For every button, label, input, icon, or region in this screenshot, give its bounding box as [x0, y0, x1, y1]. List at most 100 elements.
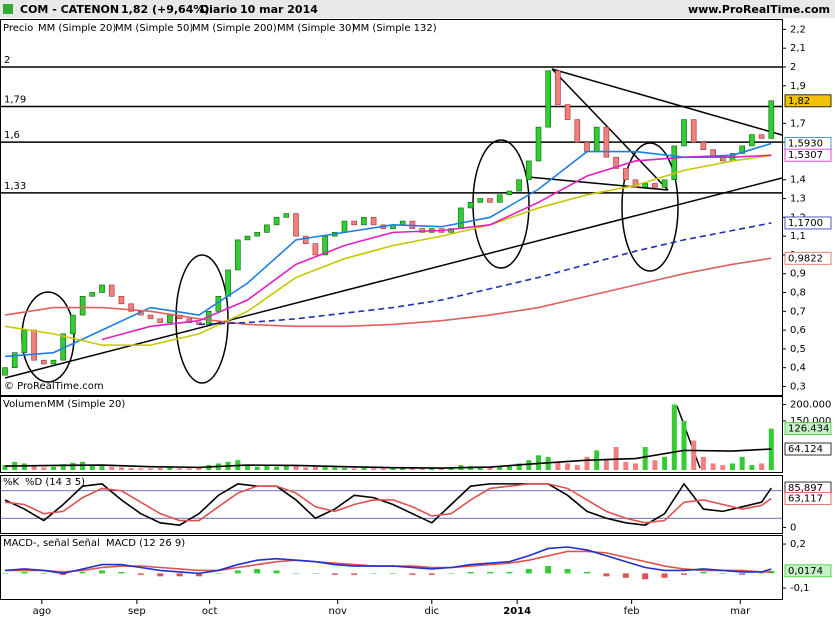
volume-bar	[264, 466, 270, 470]
volume-bar	[245, 465, 250, 470]
candle	[21, 329, 28, 353]
legend-entry: Precio	[3, 23, 33, 34]
candle	[584, 141, 590, 152]
legend-entry: MACD (12 26 9)	[106, 538, 185, 549]
volume-bar	[642, 447, 648, 470]
candle	[516, 179, 522, 192]
y-tick-label: 0	[790, 522, 796, 533]
macd-bar	[40, 573, 47, 574]
price-frame	[0, 19, 783, 396]
legend-entry: MM (Simple 20)	[38, 23, 116, 34]
volume-bar	[516, 463, 522, 470]
ellipse	[472, 139, 530, 269]
macd-bar	[21, 571, 28, 574]
candle	[661, 179, 668, 188]
value-box-label: 64.124	[788, 444, 823, 455]
candle	[642, 183, 649, 188]
candle	[108, 284, 115, 297]
y-tick-label: 2,2	[790, 24, 806, 35]
candle	[613, 156, 619, 169]
y-tick-label: 0,2	[790, 539, 806, 550]
legend-entry: MM (Simple 20)	[47, 399, 125, 410]
volume-bar	[157, 468, 163, 470]
candle	[2, 367, 8, 376]
candle	[477, 198, 484, 203]
candle	[496, 194, 503, 203]
macd-bar	[584, 571, 590, 574]
legend-entry: MM (Simple 50)	[115, 23, 193, 34]
candle	[506, 190, 513, 196]
candle	[293, 213, 299, 237]
macd-bar	[739, 573, 746, 575]
candle	[681, 119, 687, 147]
line	[101, 154, 772, 341]
macd-bar	[99, 570, 105, 574]
legend-entry: Señal	[72, 538, 100, 549]
volume-bar	[565, 463, 571, 470]
line	[4, 257, 772, 328]
candle	[244, 235, 251, 241]
volume-bar	[21, 463, 27, 470]
watermark: © ProRealTime.com	[4, 381, 104, 392]
volume-bar	[759, 463, 765, 470]
y-tick-label: 0,5	[790, 344, 806, 355]
candle	[603, 126, 610, 158]
x-tick-label: feb	[624, 606, 640, 617]
value-box-label: 63,117	[788, 493, 823, 504]
level-label: 1,33	[4, 181, 26, 192]
value-box-label: 1,5307	[788, 150, 823, 161]
macd-bar	[196, 573, 202, 577]
volume-bar	[691, 440, 697, 470]
candle	[341, 220, 348, 233]
candle	[564, 104, 571, 120]
volume-bar	[322, 466, 328, 470]
volume-bar	[477, 466, 483, 470]
candle	[50, 359, 57, 365]
legend-entry: %K	[3, 477, 20, 488]
line	[4, 483, 772, 524]
volume-bar	[293, 466, 299, 470]
y-tick-label: 150.000	[790, 416, 831, 427]
candle	[361, 217, 367, 226]
volume-bar	[138, 468, 144, 470]
candle	[749, 134, 755, 147]
y-tick-label: 200.000	[790, 400, 831, 411]
ticker: COM - CATENON	[20, 3, 119, 16]
candle	[593, 126, 600, 152]
macd-bar	[390, 573, 396, 574]
volume-bar	[603, 460, 609, 470]
macd-bar	[758, 573, 765, 574]
volume-bar	[51, 466, 56, 470]
level-label: 1,6	[4, 130, 20, 141]
candle	[351, 220, 358, 226]
macd-bar	[409, 573, 416, 575]
level-label: 1,79	[4, 94, 26, 105]
value-box-label: 0,9822	[788, 253, 823, 264]
y-tick-label: 0,9	[790, 269, 806, 280]
macd-bar	[254, 568, 261, 574]
volume-bar	[167, 467, 173, 470]
volume-bar	[400, 468, 406, 470]
volume-bar	[41, 467, 47, 470]
value-box-label: 126.434	[788, 424, 829, 435]
volume-bar	[749, 465, 755, 470]
x-tick-label: oct	[202, 606, 218, 617]
y-tick-label: 1,1	[790, 231, 806, 242]
macd-bar	[622, 573, 629, 578]
legend-entry: %D (14 3 5)	[25, 477, 85, 488]
macd-bar	[448, 573, 455, 574]
candle	[535, 126, 542, 162]
value-box-label: 1,5930	[788, 138, 823, 149]
volume-bar	[700, 456, 706, 470]
macd-bar	[642, 573, 649, 580]
ellipse	[175, 254, 229, 384]
volume-bar	[128, 468, 134, 470]
volume-bar	[662, 456, 668, 470]
volume-bar	[439, 468, 444, 470]
volume-bar	[730, 463, 735, 470]
macd-bar	[273, 570, 280, 574]
macd-bar	[545, 566, 552, 574]
macd-bar	[506, 571, 513, 574]
macd-bar	[331, 573, 338, 575]
